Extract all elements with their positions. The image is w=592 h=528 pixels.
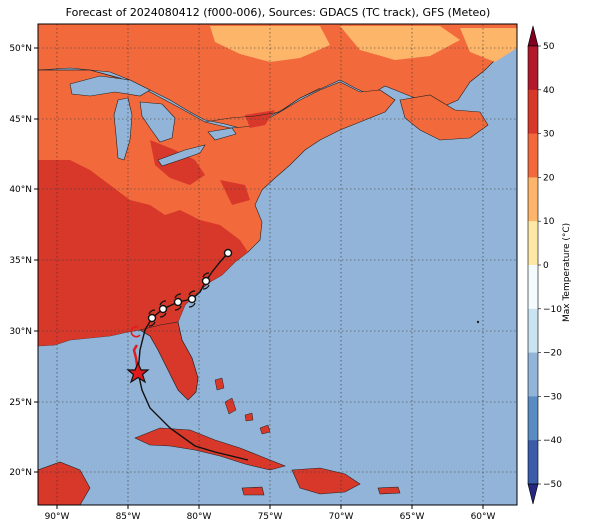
lon-label: 85°W xyxy=(116,512,141,522)
colorbar-segment xyxy=(528,308,538,354)
hurricane-symbol-icon xyxy=(130,325,141,338)
colorbar-extend-max xyxy=(527,25,539,47)
warm-region xyxy=(38,160,248,400)
lat-label: 50°N xyxy=(9,44,32,54)
land-bahamas xyxy=(214,377,271,435)
colorbar-segment xyxy=(528,265,538,310)
border-us-canada xyxy=(38,69,321,123)
lon-label: 75°W xyxy=(258,512,283,522)
land-puerto-rico xyxy=(377,486,401,495)
land-yucatan xyxy=(38,461,91,505)
hurricane-symbol-icon xyxy=(147,248,233,323)
star-icon xyxy=(126,361,150,384)
map-title: Forecast of 2024080412 (f000-006), Sourc… xyxy=(65,6,491,19)
colorbar-label: Max Temperature (°C) xyxy=(562,222,572,322)
cool-patch xyxy=(460,28,517,62)
lake-erie xyxy=(157,144,206,167)
warm-region xyxy=(150,140,205,185)
lat-label: 30°N xyxy=(9,327,32,337)
lat-label: 45°N xyxy=(9,115,32,125)
colorbar-tick-label: −50 xyxy=(543,480,562,490)
colorbar-extend-min xyxy=(527,483,539,505)
graticule xyxy=(38,24,517,505)
colorbar-tick-label: 0 xyxy=(543,261,549,271)
lon-axis: 90°W 85°W 80°W 75°W 70°W 65°W 60°W xyxy=(45,505,496,522)
lat-label: 20°N xyxy=(9,468,32,478)
colorbar-segment xyxy=(528,133,538,178)
lat-label: 40°N xyxy=(9,185,32,195)
lon-label: 90°W xyxy=(45,512,70,522)
colorbar-tick-label: 20 xyxy=(543,173,555,183)
colorbar-tick-label: 30 xyxy=(543,130,555,140)
colorbar-tick-label: −40 xyxy=(543,436,562,446)
warm-region xyxy=(220,180,250,205)
lon-label: 65°W xyxy=(400,512,425,522)
colorbar-segment xyxy=(528,89,538,135)
colorbar-segment xyxy=(528,46,538,91)
lon-label: 80°W xyxy=(187,512,212,522)
lat-label: 35°N xyxy=(9,256,32,266)
colorbar-tick-label: 10 xyxy=(543,217,555,227)
cool-patch xyxy=(340,26,460,60)
land-jamaica xyxy=(241,486,265,496)
lake-superior xyxy=(69,75,151,97)
lon-label: 60°W xyxy=(471,512,496,522)
map-frame xyxy=(37,23,518,506)
colorbar-tick-label: −30 xyxy=(543,392,562,402)
lake-ontario xyxy=(207,127,237,141)
colorbar-tick-label: −20 xyxy=(543,349,562,359)
lon-label: 70°W xyxy=(329,512,354,522)
colorbar-segment xyxy=(528,221,538,266)
colorbar-segment xyxy=(528,177,538,222)
lake-huron xyxy=(139,101,176,143)
colorbar-segment xyxy=(528,352,538,397)
hurricane-symbol-icon xyxy=(148,272,210,327)
colorbar-segment xyxy=(528,440,538,485)
land-florida xyxy=(139,321,199,401)
lat-axis: 50°N 45°N 40°N 35°N 30°N 25°N 20°N xyxy=(9,44,38,478)
lake-michigan xyxy=(113,97,133,161)
colorbar-segment xyxy=(528,396,538,441)
lat-label: 25°N xyxy=(9,398,32,408)
colorbar-tick-label: −10 xyxy=(543,305,562,315)
colorbar-tick-label: 50 xyxy=(543,42,555,52)
warm-region xyxy=(245,110,275,128)
land-hispaniola xyxy=(291,467,361,495)
colorbar-tick-label: 40 xyxy=(543,86,555,96)
colorbar: 50 40 30 20 10 0 −10 −20 −30 −40 −50 xyxy=(527,25,562,505)
land-maritimes xyxy=(399,94,489,141)
land-bermuda xyxy=(476,320,480,324)
